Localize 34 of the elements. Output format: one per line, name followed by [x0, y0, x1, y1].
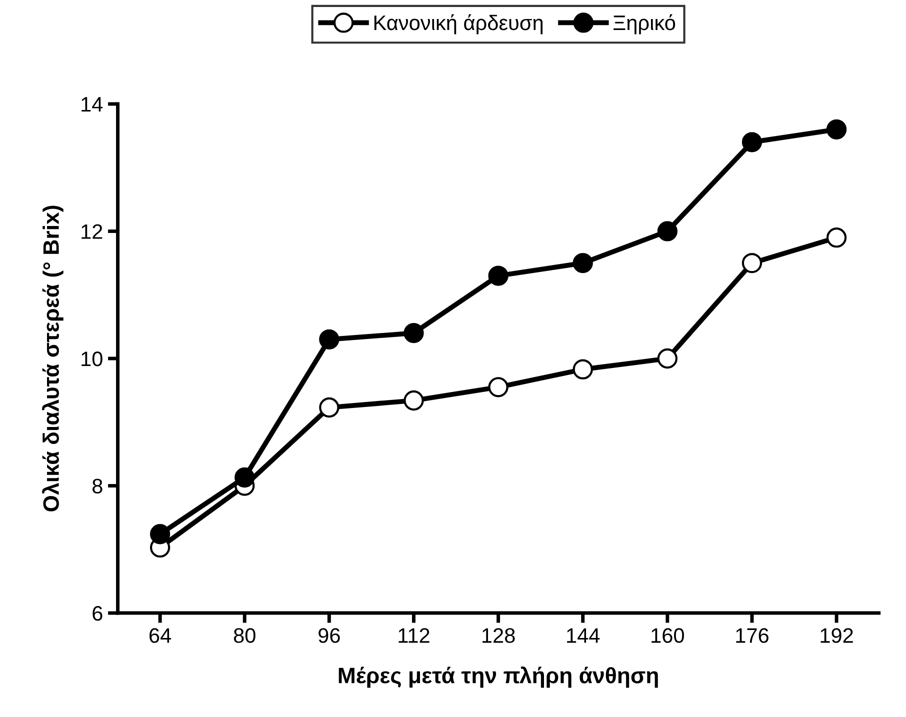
point	[488, 377, 508, 398]
point	[150, 524, 170, 544]
y-tick-label: 14	[82, 97, 103, 112]
x-tick-label: 144	[567, 628, 600, 643]
point	[826, 119, 847, 140]
point	[657, 348, 678, 369]
point	[319, 329, 340, 350]
y-tick-label: 10	[82, 352, 102, 366]
legend-label: Ξηρικό	[614, 14, 676, 34]
x-tick-label: 80	[234, 628, 256, 643]
point	[572, 252, 593, 274]
point	[742, 132, 762, 152]
point	[404, 390, 424, 411]
x-tick-label: 128	[482, 628, 515, 643]
point	[319, 397, 340, 418]
x-tick-label: 160	[652, 628, 684, 643]
y-tick-label: 6	[92, 606, 102, 621]
x-tick-label: 192	[820, 628, 853, 643]
point	[572, 359, 593, 380]
point	[657, 221, 678, 242]
x-axis-title: Μέρες μετά την πλήρη άνθηση	[338, 666, 658, 688]
x-tick-label: 96	[318, 628, 340, 643]
point	[742, 252, 762, 274]
x-tick-label: 112	[398, 628, 430, 643]
point	[488, 266, 508, 286]
y-tick-label: 12	[82, 224, 102, 239]
y-axis-title: Ολικά διαλυτά στερεά (° Brix)	[42, 206, 64, 512]
x-tick-label: 64	[150, 628, 172, 643]
x-tick-label: 176	[736, 628, 768, 643]
y-tick-label: 8	[92, 478, 102, 494]
legend-label: Κανονική άρδευση	[374, 14, 543, 34]
point	[234, 467, 255, 488]
point	[826, 228, 847, 248]
point	[404, 322, 424, 344]
